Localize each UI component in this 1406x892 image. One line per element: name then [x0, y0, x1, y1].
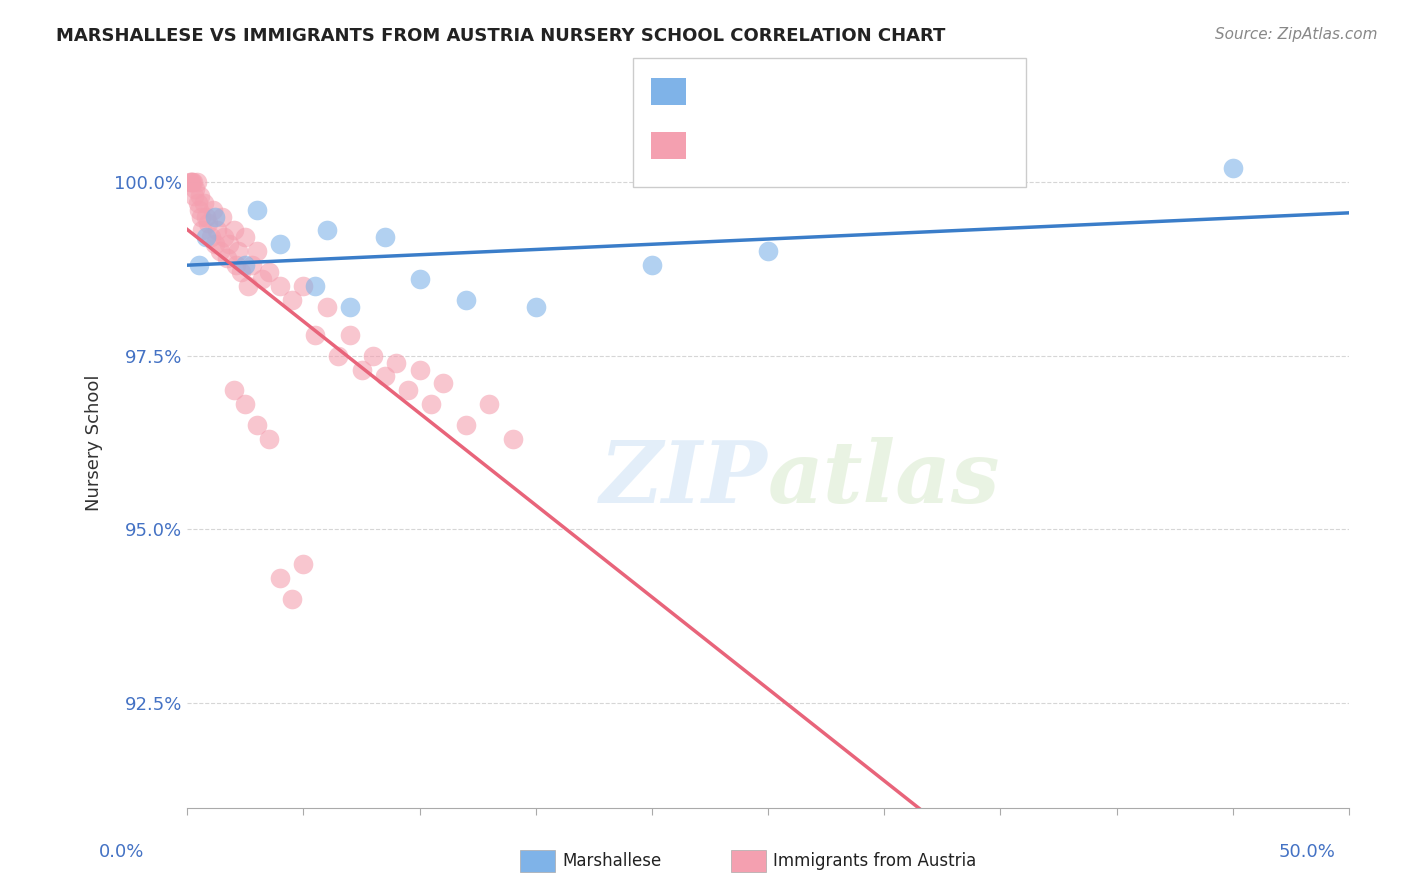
Text: N = 59: N = 59	[872, 136, 939, 154]
Point	[374, 369, 396, 384]
Point	[328, 349, 350, 363]
Point	[420, 397, 443, 411]
Point	[180, 175, 202, 189]
Text: ZIP: ZIP	[600, 437, 768, 521]
Point	[191, 223, 214, 237]
Point	[641, 258, 664, 272]
Point	[304, 327, 326, 342]
Text: atlas: atlas	[768, 437, 1001, 521]
Point	[281, 293, 304, 307]
Point	[240, 258, 263, 272]
Point	[756, 244, 779, 259]
Point	[385, 355, 408, 369]
Point	[179, 175, 201, 189]
Point	[454, 293, 477, 307]
Point	[208, 244, 231, 259]
Point	[235, 258, 257, 272]
Point	[502, 432, 524, 446]
Point	[181, 175, 204, 189]
Point	[204, 237, 226, 252]
Point	[315, 223, 337, 237]
Text: Marshallese: Marshallese	[562, 852, 662, 870]
Point	[225, 258, 247, 272]
Point	[200, 230, 222, 244]
Point	[246, 418, 269, 433]
Point	[269, 571, 291, 585]
Point	[229, 265, 252, 279]
Point	[193, 195, 215, 210]
Point	[194, 230, 217, 244]
Text: Immigrants from Austria: Immigrants from Austria	[773, 852, 977, 870]
Point	[432, 376, 454, 391]
Point	[235, 230, 257, 244]
Point	[201, 202, 224, 217]
Point	[187, 195, 209, 210]
Point	[374, 230, 396, 244]
Point	[214, 230, 236, 244]
Point	[222, 223, 245, 237]
Point	[454, 418, 477, 433]
Y-axis label: Nursery School: Nursery School	[86, 375, 103, 511]
Point	[211, 210, 233, 224]
Point	[236, 279, 259, 293]
Point	[190, 210, 212, 224]
Point	[408, 272, 430, 286]
Point	[197, 217, 219, 231]
Point	[304, 279, 326, 293]
Point	[222, 384, 245, 398]
Point	[183, 188, 205, 202]
Point	[350, 362, 373, 376]
Text: R = 0.570: R = 0.570	[699, 83, 797, 101]
Point	[218, 237, 240, 252]
Point	[339, 300, 361, 314]
Text: 0.0%: 0.0%	[98, 843, 143, 861]
Point	[396, 384, 419, 398]
Point	[187, 202, 209, 217]
Point	[281, 592, 304, 607]
Point	[246, 244, 269, 259]
Point	[257, 432, 280, 446]
Point	[478, 397, 501, 411]
Text: R = 0.249: R = 0.249	[699, 136, 797, 154]
Text: MARSHALLESE VS IMMIGRANTS FROM AUSTRIA NURSERY SCHOOL CORRELATION CHART: MARSHALLESE VS IMMIGRANTS FROM AUSTRIA N…	[56, 27, 946, 45]
Point	[180, 175, 202, 189]
Point	[186, 175, 208, 189]
Point	[524, 300, 547, 314]
Point	[187, 258, 209, 272]
Point	[194, 210, 217, 224]
Text: 50.0%: 50.0%	[1279, 843, 1336, 861]
Point	[257, 265, 280, 279]
Text: Source: ZipAtlas.com: Source: ZipAtlas.com	[1215, 27, 1378, 42]
Point	[361, 349, 384, 363]
Point	[292, 558, 315, 572]
Point	[204, 210, 226, 224]
Text: N = 16: N = 16	[872, 83, 939, 101]
Point	[235, 397, 257, 411]
Point	[228, 244, 250, 259]
Point	[250, 272, 273, 286]
Point	[246, 202, 269, 217]
Point	[292, 279, 315, 293]
Point	[184, 182, 207, 196]
Point	[1222, 161, 1244, 175]
Point	[215, 252, 238, 266]
Point	[188, 188, 211, 202]
Point	[269, 279, 291, 293]
Point	[207, 223, 229, 237]
Point	[269, 237, 291, 252]
Point	[339, 327, 361, 342]
Point	[315, 300, 337, 314]
Point	[408, 362, 430, 376]
